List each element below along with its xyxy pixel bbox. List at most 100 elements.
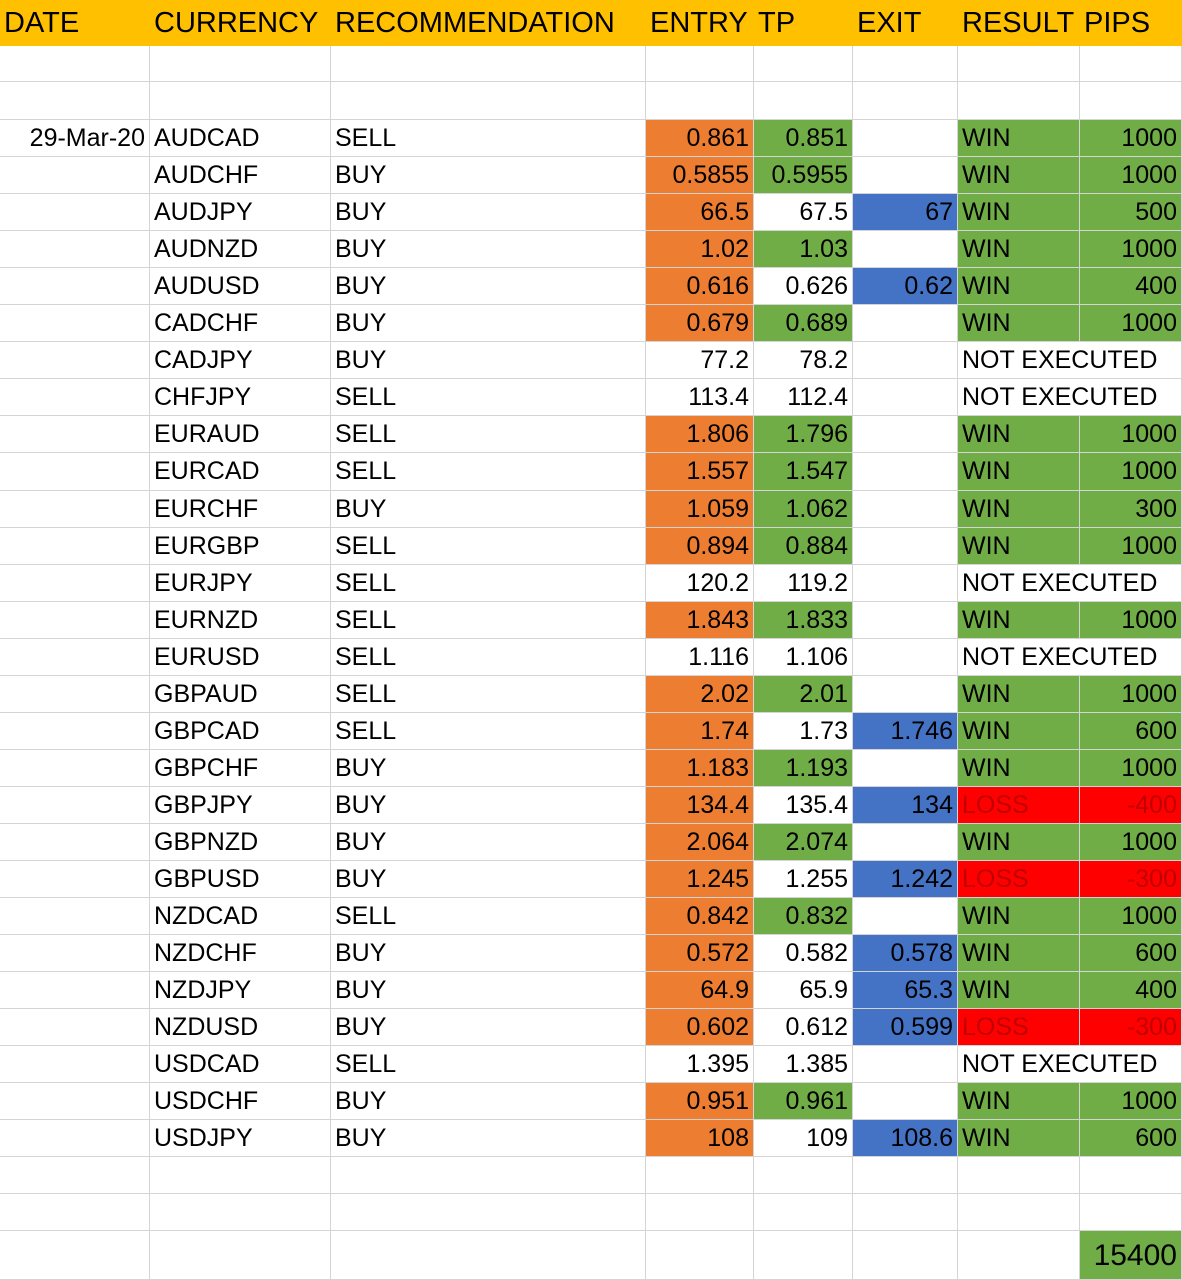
cell-exit[interactable] — [853, 491, 958, 528]
cell-date[interactable] — [0, 787, 150, 824]
cell-result[interactable]: NOT EXECUTED — [958, 565, 1182, 602]
cell-currency[interactable]: NZDCAD — [150, 898, 331, 935]
cell-pips[interactable]: 1000 — [1080, 676, 1182, 713]
cell-pips[interactable]: 600 — [1080, 1120, 1182, 1157]
cell-rec[interactable]: SELL — [331, 676, 646, 713]
empty-cell[interactable] — [331, 46, 646, 82]
cell-exit[interactable] — [853, 639, 958, 676]
cell-date[interactable] — [0, 935, 150, 972]
cell-date[interactable] — [0, 1083, 150, 1120]
cell-tp[interactable]: 1.193 — [754, 750, 853, 787]
cell-entry[interactable]: 0.602 — [646, 1009, 754, 1046]
cell-date[interactable] — [0, 750, 150, 787]
cell-entry[interactable]: 1.059 — [646, 491, 754, 528]
cell-tp[interactable]: 135.4 — [754, 787, 853, 824]
cell-entry[interactable]: 1.183 — [646, 750, 754, 787]
cell-rec[interactable]: SELL — [331, 453, 646, 491]
cell-currency[interactable]: AUDJPY — [150, 194, 331, 231]
cell-currency[interactable]: CADJPY — [150, 342, 331, 379]
cell-currency[interactable]: AUDNZD — [150, 231, 331, 268]
cell-tp[interactable]: 1.796 — [754, 416, 853, 453]
cell-pips[interactable]: 1000 — [1080, 1083, 1182, 1120]
cell-pips[interactable]: 1000 — [1080, 602, 1182, 639]
cell-entry[interactable]: 64.9 — [646, 972, 754, 1009]
cell-date[interactable] — [0, 602, 150, 639]
cell-exit[interactable] — [853, 453, 958, 491]
cell-entry[interactable]: 77.2 — [646, 342, 754, 379]
cell-entry[interactable]: 2.064 — [646, 824, 754, 861]
cell-entry[interactable]: 2.02 — [646, 676, 754, 713]
cell-result[interactable]: WIN — [958, 972, 1080, 1009]
cell-rec[interactable]: SELL — [331, 379, 646, 416]
empty-cell[interactable] — [646, 1157, 754, 1194]
cell-exit[interactable] — [853, 602, 958, 639]
empty-cell[interactable] — [150, 82, 331, 120]
cell-tp[interactable]: 109 — [754, 1120, 853, 1157]
cell-result[interactable]: WIN — [958, 528, 1080, 565]
cell-result[interactable]: NOT EXECUTED — [958, 379, 1182, 416]
cell-tp[interactable]: 0.5955 — [754, 157, 853, 194]
cell-pips[interactable]: -300 — [1080, 1009, 1182, 1046]
cell-exit[interactable]: 0.599 — [853, 1009, 958, 1046]
cell-pips[interactable]: 1000 — [1080, 231, 1182, 268]
cell-tp[interactable]: 2.074 — [754, 824, 853, 861]
cell-exit[interactable]: 0.578 — [853, 935, 958, 972]
cell-rec[interactable]: SELL — [331, 416, 646, 453]
cell-exit[interactable] — [853, 824, 958, 861]
cell-tp[interactable]: 78.2 — [754, 342, 853, 379]
cell-tp[interactable]: 65.9 — [754, 972, 853, 1009]
cell-result[interactable]: WIN — [958, 824, 1080, 861]
cell-date[interactable] — [0, 491, 150, 528]
cell-rec[interactable]: SELL — [331, 713, 646, 750]
cell-result[interactable]: WIN — [958, 491, 1080, 528]
cell-entry[interactable]: 1.395 — [646, 1046, 754, 1083]
cell-result[interactable]: WIN — [958, 416, 1080, 453]
cell-exit[interactable]: 1.242 — [853, 861, 958, 898]
empty-cell[interactable] — [646, 1194, 754, 1231]
cell-entry[interactable]: 120.2 — [646, 565, 754, 602]
cell-currency[interactable]: EURGBP — [150, 528, 331, 565]
cell-tp[interactable]: 0.612 — [754, 1009, 853, 1046]
cell-pips[interactable]: 1000 — [1080, 305, 1182, 342]
cell-tp[interactable]: 1.385 — [754, 1046, 853, 1083]
cell-exit[interactable] — [853, 528, 958, 565]
cell-tp[interactable]: 0.626 — [754, 268, 853, 305]
cell-pips[interactable]: 1000 — [1080, 528, 1182, 565]
cell-result[interactable]: WIN — [958, 194, 1080, 231]
cell-rec[interactable]: BUY — [331, 824, 646, 861]
cell-exit[interactable]: 108.6 — [853, 1120, 958, 1157]
total-pips[interactable]: 15400 — [1080, 1231, 1182, 1280]
cell-rec[interactable]: BUY — [331, 861, 646, 898]
cell-tp[interactable]: 0.689 — [754, 305, 853, 342]
cell-tp[interactable]: 1.833 — [754, 602, 853, 639]
cell-pips[interactable]: 1000 — [1080, 416, 1182, 453]
cell-exit[interactable]: 65.3 — [853, 972, 958, 1009]
empty-cell[interactable] — [1080, 82, 1182, 120]
cell-rec[interactable]: BUY — [331, 1083, 646, 1120]
cell-currency[interactable]: GBPAUD — [150, 676, 331, 713]
cell-date[interactable] — [0, 1046, 150, 1083]
cell-exit[interactable] — [853, 231, 958, 268]
cell-date[interactable] — [0, 342, 150, 379]
cell-result[interactable]: NOT EXECUTED — [958, 1046, 1182, 1083]
cell-rec[interactable]: BUY — [331, 268, 646, 305]
cell-result[interactable]: WIN — [958, 713, 1080, 750]
date-cell[interactable]: 29-Mar-20 — [0, 120, 150, 157]
cell-pips[interactable]: 400 — [1080, 972, 1182, 1009]
cell-pips[interactable]: 600 — [1080, 935, 1182, 972]
empty-cell[interactable] — [853, 1231, 958, 1280]
cell-tp[interactable]: 2.01 — [754, 676, 853, 713]
cell-rec[interactable]: BUY — [331, 1120, 646, 1157]
cell-result[interactable]: WIN — [958, 1083, 1080, 1120]
empty-cell[interactable] — [0, 1157, 150, 1194]
cell-currency[interactable]: GBPUSD — [150, 861, 331, 898]
cell-date[interactable] — [0, 194, 150, 231]
cell-pips[interactable]: 400 — [1080, 268, 1182, 305]
cell-currency[interactable]: EURCAD — [150, 453, 331, 491]
cell-rec[interactable]: SELL — [331, 898, 646, 935]
cell-entry[interactable]: 1.116 — [646, 639, 754, 676]
empty-cell[interactable] — [646, 1231, 754, 1280]
cell-pips[interactable]: 500 — [1080, 194, 1182, 231]
cell-exit[interactable]: 67 — [853, 194, 958, 231]
cell-currency[interactable]: AUDCAD — [150, 120, 331, 157]
